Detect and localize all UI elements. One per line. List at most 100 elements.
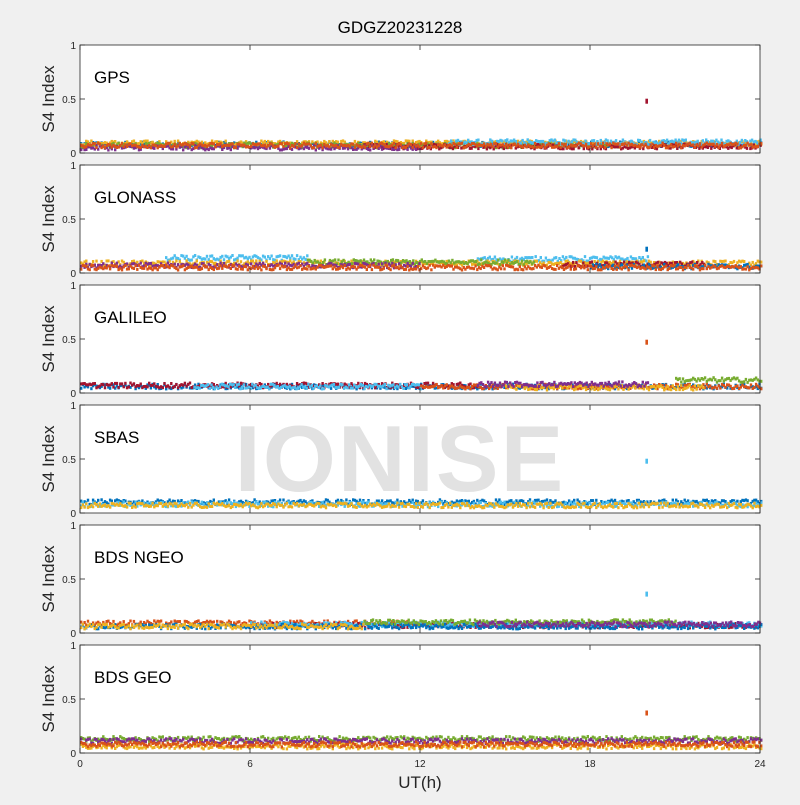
data-point	[177, 145, 179, 148]
data-point	[337, 141, 339, 144]
data-point	[565, 256, 567, 259]
data-point	[270, 255, 272, 258]
data-point	[87, 499, 89, 502]
data-point	[750, 383, 752, 386]
data-point	[265, 267, 267, 270]
data-point	[279, 267, 281, 270]
data-point	[175, 260, 177, 263]
data-point	[85, 260, 87, 263]
data-point	[412, 262, 414, 265]
data-point	[639, 146, 641, 149]
data-point	[678, 377, 680, 380]
data-point	[582, 262, 584, 265]
data-point	[497, 268, 499, 271]
data-point	[406, 383, 408, 386]
spike-point	[645, 99, 648, 104]
data-point	[241, 386, 243, 389]
data-point	[595, 265, 597, 268]
data-point	[675, 388, 677, 391]
data-point	[667, 385, 669, 388]
data-point	[321, 382, 323, 385]
data-point	[536, 388, 538, 391]
data-point	[516, 256, 518, 259]
data-point	[665, 265, 667, 268]
data-point	[90, 387, 92, 390]
data-point	[507, 259, 509, 262]
data-point	[648, 388, 650, 391]
data-point	[146, 385, 148, 388]
data-point	[90, 140, 92, 143]
data-point	[94, 382, 96, 385]
data-point	[721, 142, 723, 145]
data-point	[231, 142, 233, 145]
data-point	[134, 264, 136, 267]
data-point	[373, 258, 375, 261]
data-point	[99, 143, 101, 146]
data-point	[425, 142, 427, 145]
data-point	[499, 382, 501, 385]
data-point	[619, 146, 621, 149]
data-point	[745, 378, 747, 381]
data-point	[233, 264, 235, 267]
data-point	[736, 377, 738, 380]
data-point	[236, 268, 238, 271]
data-point	[429, 146, 431, 149]
data-point	[606, 139, 608, 142]
data-point	[609, 264, 611, 267]
data-point	[644, 143, 646, 146]
data-point	[504, 259, 506, 262]
data-point	[720, 139, 722, 142]
data-point	[475, 260, 477, 263]
data-point	[610, 146, 612, 149]
data-point	[304, 258, 306, 261]
data-point	[133, 382, 135, 385]
data-point	[412, 259, 414, 262]
data-point	[429, 264, 431, 267]
data-point	[517, 268, 519, 271]
data-point	[198, 387, 200, 390]
data-point	[561, 387, 563, 390]
data-point	[170, 382, 172, 385]
data-point	[554, 139, 556, 142]
data-point	[230, 148, 232, 151]
data-point	[430, 268, 432, 271]
data-point	[587, 268, 589, 271]
data-point	[491, 145, 493, 148]
data-point	[117, 386, 119, 389]
data-point	[319, 385, 321, 388]
data-point	[111, 262, 113, 265]
data-point	[491, 140, 493, 143]
y-tick-label: 0	[70, 389, 76, 400]
data-point	[430, 142, 432, 145]
data-point	[140, 383, 142, 386]
data-point	[219, 142, 221, 145]
data-point	[398, 148, 400, 151]
data-point	[352, 143, 354, 146]
data-point	[204, 258, 206, 261]
data-point	[622, 139, 624, 142]
data-point	[381, 262, 383, 265]
data-point	[427, 266, 429, 269]
data-point	[124, 382, 126, 385]
data-point	[743, 260, 745, 263]
data-point	[565, 143, 567, 146]
data-point	[294, 142, 296, 145]
data-point	[306, 268, 308, 271]
data-point	[536, 381, 538, 384]
data-point	[695, 388, 697, 391]
data-point	[752, 261, 754, 264]
data-point	[531, 256, 533, 259]
data-point	[580, 260, 582, 263]
data-point	[740, 265, 742, 268]
data-point	[348, 383, 350, 386]
data-point	[516, 260, 518, 263]
data-point	[227, 385, 229, 388]
data-point	[182, 264, 184, 267]
data-point	[306, 254, 308, 257]
data-point	[230, 267, 232, 270]
data-point	[511, 256, 513, 259]
data-point	[228, 264, 230, 267]
data-point	[191, 259, 193, 262]
data-point	[651, 143, 653, 146]
